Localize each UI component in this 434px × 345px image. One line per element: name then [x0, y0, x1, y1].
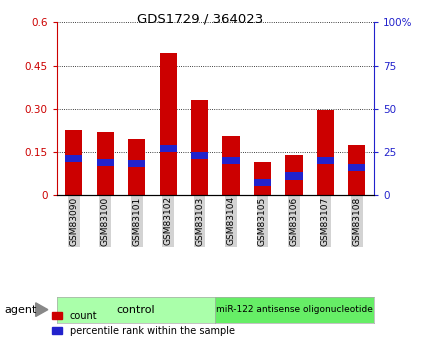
Bar: [65, 130, 82, 195]
Text: GDS1729 / 364023: GDS1729 / 364023: [137, 12, 263, 25]
Bar: [222, 136, 239, 195]
Bar: [65, 155, 82, 162]
Bar: [347, 164, 365, 171]
Bar: [128, 160, 145, 167]
Polygon shape: [36, 303, 48, 316]
Bar: [316, 110, 333, 195]
Text: control: control: [116, 305, 155, 315]
Bar: [285, 172, 302, 179]
Bar: [191, 100, 208, 195]
Legend: count, percentile rank within the sample: count, percentile rank within the sample: [48, 307, 238, 340]
Bar: [96, 132, 114, 195]
Bar: [347, 145, 365, 195]
Text: miR-122 antisense oligonucleotide: miR-122 antisense oligonucleotide: [216, 305, 372, 314]
Bar: [253, 179, 270, 186]
Bar: [128, 139, 145, 195]
Bar: [96, 159, 114, 166]
Bar: [191, 152, 208, 159]
Bar: [285, 155, 302, 195]
Bar: [316, 157, 333, 164]
Text: agent: agent: [4, 305, 36, 315]
Bar: [159, 52, 176, 195]
Bar: [159, 145, 176, 152]
Bar: [222, 157, 239, 164]
Bar: [253, 162, 270, 195]
